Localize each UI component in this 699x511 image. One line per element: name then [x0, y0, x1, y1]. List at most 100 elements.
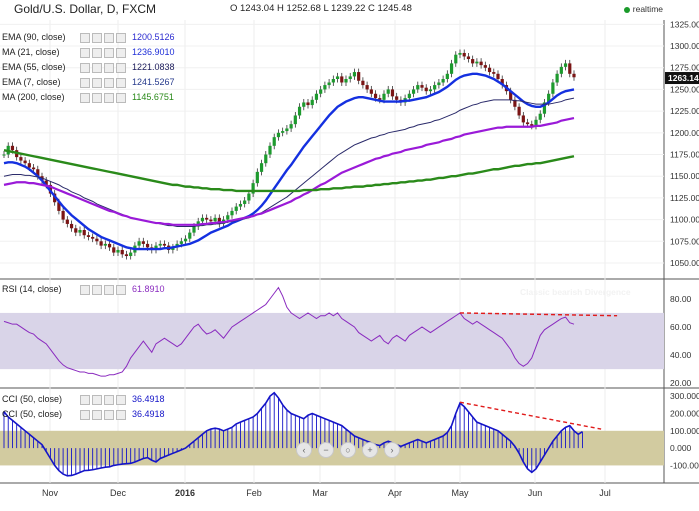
price-legend-row[interactable]: MA (21, close) 1236.9010 — [2, 47, 175, 58]
candle-body — [555, 73, 559, 83]
legend-control-icon[interactable] — [80, 284, 90, 295]
price-legend-row[interactable]: EMA (90, close) 1200.5126 — [2, 32, 175, 43]
legend-control-icon[interactable] — [92, 47, 102, 58]
cci-line — [3, 391, 583, 477]
legend-control-icon[interactable] — [104, 92, 114, 103]
legend-label: EMA (90, close) — [2, 32, 66, 42]
candle-body — [373, 93, 378, 99]
candle-body — [74, 228, 78, 233]
legend-control-icon[interactable] — [104, 394, 114, 405]
legend-control-icon[interactable] — [92, 32, 102, 43]
cci-tick-label: -100.000 — [670, 460, 699, 470]
candle-body — [382, 93, 386, 100]
legend-control-icon[interactable] — [104, 62, 114, 73]
candle-body — [293, 115, 297, 125]
legend-control-icon[interactable] — [104, 32, 114, 43]
legend-control-icon[interactable] — [92, 409, 102, 420]
legend-control-icon[interactable] — [116, 47, 126, 58]
candle-body — [352, 72, 357, 77]
price-tick-label: 1300.000 — [670, 41, 699, 51]
cci-legend-row[interactable]: CCI (50, close) 36.4918 — [2, 394, 165, 405]
candle-body — [188, 232, 192, 239]
candle-body — [179, 241, 183, 244]
candle-body — [475, 61, 479, 64]
candle-body — [449, 63, 454, 74]
legend-control-icon[interactable] — [80, 47, 90, 58]
chart-header: Gold/U.S. Dollar, D, FXCM O 1243.04 H 12… — [0, 0, 699, 20]
legend-control-icon[interactable] — [80, 394, 90, 405]
scroll-right-icon[interactable]: › — [384, 442, 400, 458]
candle-body — [420, 85, 424, 88]
legend-label: EMA (55, close) — [2, 62, 66, 72]
candle-body — [407, 93, 411, 99]
time-axis-label: Mar — [312, 488, 328, 498]
legend-control-icon[interactable] — [80, 32, 90, 43]
candle-body — [19, 157, 23, 161]
reset-icon[interactable]: ○ — [340, 442, 356, 458]
legend-control-icon[interactable] — [116, 394, 126, 405]
zoom-in-icon[interactable]: + — [362, 442, 378, 458]
legend-control-icon[interactable] — [80, 409, 90, 420]
scroll-left-icon[interactable]: ‹ — [296, 442, 312, 458]
scroll-controls: ‹ − ○ + › — [296, 442, 406, 458]
candle-body — [327, 82, 331, 86]
candle-body — [530, 124, 534, 126]
candle-body — [154, 245, 158, 250]
realtime-dot-icon — [623, 6, 630, 13]
time-axis-label: May — [451, 488, 469, 498]
legend-control-icon[interactable] — [92, 284, 102, 295]
candle-body — [162, 243, 167, 246]
legend-control-icon[interactable] — [116, 32, 126, 43]
price-legend-row[interactable]: EMA (55, close) 1221.0838 — [2, 62, 175, 73]
candle-body — [314, 93, 319, 100]
legend-control-icon[interactable] — [116, 77, 126, 88]
candle-body — [471, 59, 475, 64]
legend-control-icon[interactable] — [116, 284, 126, 295]
legend-control-icon[interactable] — [116, 92, 126, 103]
legend-control-icon[interactable] — [92, 62, 102, 73]
legend-control-icon[interactable] — [104, 409, 114, 420]
series-line-ema-90-close- — [3, 116, 575, 226]
candle-body — [61, 210, 65, 220]
cci-legend-row[interactable]: CCI (50, close) 36.4918 — [2, 409, 165, 420]
zoom-out-icon[interactable]: − — [318, 442, 334, 458]
ohlc-readout: O 1243.04 H 1252.68 L 1239.22 C 1245.48 — [230, 3, 412, 14]
legend-control-icon[interactable] — [80, 77, 90, 88]
candle-body — [276, 132, 281, 138]
price-tick-label: 1150.000 — [670, 171, 699, 181]
candle-body — [247, 193, 251, 201]
candle-body — [112, 247, 116, 253]
candle-body — [509, 91, 513, 100]
candle-body — [319, 89, 323, 94]
candle-body — [238, 203, 243, 207]
legend-control-icon[interactable] — [80, 92, 90, 103]
price-legend-row[interactable]: MA (200, close) 1145.6751 — [2, 92, 174, 103]
candle-body — [137, 241, 141, 246]
legend-control-icon[interactable] — [104, 77, 114, 88]
legend-control-icon[interactable] — [104, 47, 114, 58]
legend-control-icon[interactable] — [104, 284, 114, 295]
legend-control-icon[interactable] — [92, 394, 102, 405]
legend-label: CCI (50, close) — [2, 394, 63, 404]
legend-value: 1145.6751 — [132, 92, 174, 102]
legend-value: 1241.5267 — [132, 77, 175, 87]
legend-control-icon[interactable] — [92, 77, 102, 88]
candle-body — [124, 254, 129, 257]
candle-body — [91, 236, 95, 239]
chart-title: Gold/U.S. Dollar, D, FXCM — [14, 2, 157, 16]
candle-body — [323, 85, 327, 90]
candle-body — [361, 80, 365, 86]
legend-value: 61.8910 — [132, 284, 165, 294]
candle-body — [36, 169, 40, 177]
candle-body — [213, 217, 217, 222]
legend-label: MA (200, close) — [2, 92, 65, 102]
rsi-line — [3, 286, 575, 377]
price-legend-row[interactable]: EMA (7, close) 1241.5267 — [2, 77, 175, 88]
legend-control-icon[interactable] — [80, 62, 90, 73]
legend-control-icon[interactable] — [92, 92, 102, 103]
rsi-legend-row[interactable]: RSI (14, close) 61.8910 — [2, 284, 165, 295]
legend-control-icon[interactable] — [116, 62, 126, 73]
legend-control-icon[interactable] — [116, 409, 126, 420]
candle-body — [310, 99, 314, 106]
candle-body — [445, 73, 449, 80]
